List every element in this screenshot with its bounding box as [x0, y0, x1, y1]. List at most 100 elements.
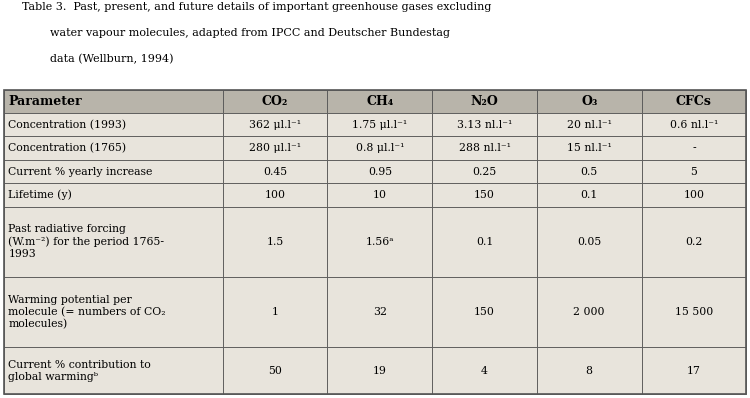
Text: 288 nl.l⁻¹: 288 nl.l⁻¹	[458, 143, 511, 153]
Bar	[223, 160, 328, 183]
Bar	[4, 277, 223, 347]
Bar	[432, 137, 537, 160]
Text: Current % yearly increase: Current % yearly increase	[8, 166, 153, 177]
Text: 362 μl.l⁻¹: 362 μl.l⁻¹	[249, 120, 302, 130]
Bar	[432, 183, 537, 207]
Text: 150: 150	[474, 307, 495, 317]
Text: 0.5: 0.5	[580, 166, 598, 177]
Bar	[4, 160, 223, 183]
Bar	[328, 137, 432, 160]
Bar	[641, 183, 746, 207]
Bar	[4, 183, 223, 207]
Text: 0.25: 0.25	[472, 166, 496, 177]
Text: 50: 50	[268, 366, 282, 376]
Bar	[537, 277, 641, 347]
Text: 1.5: 1.5	[266, 237, 284, 247]
Text: Past radiative forcing
(W.m⁻²) for the period 1765-
1993: Past radiative forcing (W.m⁻²) for the p…	[8, 224, 164, 259]
Text: Concentration (1993): Concentration (1993)	[8, 119, 126, 130]
Bar	[4, 90, 223, 113]
Text: 3.13 nl.l⁻¹: 3.13 nl.l⁻¹	[457, 120, 512, 130]
Text: 15 500: 15 500	[675, 307, 713, 317]
Text: 150: 150	[474, 190, 495, 200]
Bar	[537, 137, 641, 160]
Text: 5: 5	[691, 166, 698, 177]
Bar	[328, 207, 432, 277]
Bar	[328, 90, 432, 113]
Bar	[537, 207, 641, 277]
Text: 0.2: 0.2	[686, 237, 703, 247]
Text: N₂O: N₂O	[471, 95, 499, 108]
Text: Current % contribution to
global warmingᵇ: Current % contribution to global warming…	[8, 360, 151, 382]
Bar	[432, 207, 537, 277]
Bar	[537, 347, 641, 394]
Text: Parameter: Parameter	[8, 95, 82, 108]
Bar	[537, 113, 641, 137]
Text: 1.56ᵃ: 1.56ᵃ	[365, 237, 394, 247]
Bar	[537, 183, 641, 207]
Text: CH₄: CH₄	[366, 95, 394, 108]
Text: 0.95: 0.95	[368, 166, 392, 177]
Text: 19: 19	[373, 366, 387, 376]
Bar	[328, 183, 432, 207]
Bar	[328, 160, 432, 183]
Bar	[641, 347, 746, 394]
Bar	[432, 113, 537, 137]
Bar	[223, 90, 328, 113]
Text: 0.8 μl.l⁻¹: 0.8 μl.l⁻¹	[356, 143, 404, 153]
Bar	[432, 90, 537, 113]
Text: 1.75 μl.l⁻¹: 1.75 μl.l⁻¹	[352, 120, 407, 130]
Text: -: -	[692, 143, 696, 153]
Text: 32: 32	[373, 307, 387, 317]
Text: Concentration (1765): Concentration (1765)	[8, 143, 126, 153]
Bar	[4, 207, 223, 277]
Bar	[641, 207, 746, 277]
Bar	[223, 113, 328, 137]
Text: 15 nl.l⁻¹: 15 nl.l⁻¹	[567, 143, 612, 153]
Bar	[328, 113, 432, 137]
Bar	[223, 183, 328, 207]
Bar	[432, 160, 537, 183]
Text: 17: 17	[687, 366, 700, 376]
Text: 0.6 nl.l⁻¹: 0.6 nl.l⁻¹	[670, 120, 718, 130]
Bar	[641, 113, 746, 137]
Bar	[4, 347, 223, 394]
Text: CO₂: CO₂	[262, 95, 288, 108]
Bar	[328, 277, 432, 347]
Bar	[223, 347, 328, 394]
Text: 0.1: 0.1	[580, 190, 598, 200]
Bar	[641, 277, 746, 347]
Text: 8: 8	[586, 366, 592, 376]
Text: Table 3.  Past, present, and future details of important greenhouse gases exclud: Table 3. Past, present, and future detai…	[22, 2, 492, 12]
Text: 100: 100	[265, 190, 286, 200]
Text: 2 000: 2 000	[574, 307, 605, 317]
Text: 1: 1	[272, 307, 279, 317]
Bar	[641, 137, 746, 160]
Text: O₃: O₃	[581, 95, 598, 108]
Text: 280 μl.l⁻¹: 280 μl.l⁻¹	[249, 143, 302, 153]
Text: 0.45: 0.45	[263, 166, 287, 177]
Bar	[223, 277, 328, 347]
Text: Warming potential per
molecule (= numbers of CO₂
molecules): Warming potential per molecule (= number…	[8, 295, 166, 330]
Bar	[432, 277, 537, 347]
Text: Lifetime (y): Lifetime (y)	[8, 190, 72, 200]
Bar	[432, 347, 537, 394]
Bar	[641, 160, 746, 183]
Bar	[223, 137, 328, 160]
Text: 20 nl.l⁻¹: 20 nl.l⁻¹	[567, 120, 612, 130]
Bar	[537, 90, 641, 113]
Text: CFCs: CFCs	[676, 95, 712, 108]
Text: data (Wellburn, 1994): data (Wellburn, 1994)	[22, 54, 174, 64]
Text: 4: 4	[481, 366, 488, 376]
Bar	[328, 347, 432, 394]
Bar	[4, 113, 223, 137]
Text: water vapour molecules, adapted from IPCC and Deutscher Bundestag: water vapour molecules, adapted from IPC…	[22, 28, 451, 38]
Bar	[223, 207, 328, 277]
Text: 0.1: 0.1	[476, 237, 494, 247]
Text: 10: 10	[373, 190, 387, 200]
Bar	[4, 137, 223, 160]
Text: 0.05: 0.05	[577, 237, 602, 247]
Bar	[641, 90, 746, 113]
Bar	[4, 90, 746, 394]
Text: 100: 100	[683, 190, 704, 200]
Bar	[537, 160, 641, 183]
